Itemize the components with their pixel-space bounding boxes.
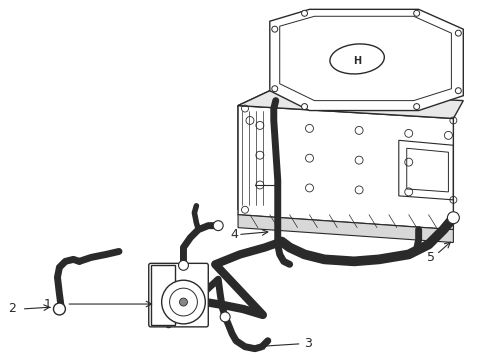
Polygon shape [238, 105, 452, 230]
Circle shape [454, 88, 460, 94]
Text: H: H [352, 56, 361, 66]
Circle shape [301, 104, 307, 109]
Circle shape [454, 30, 460, 36]
Circle shape [53, 303, 65, 315]
Circle shape [178, 260, 188, 270]
Circle shape [447, 212, 458, 224]
FancyBboxPatch shape [150, 265, 174, 325]
Text: 2: 2 [8, 302, 16, 315]
Polygon shape [238, 215, 452, 243]
Circle shape [413, 104, 419, 109]
Circle shape [179, 298, 187, 306]
Text: 4: 4 [230, 228, 238, 241]
Text: 5: 5 [426, 251, 434, 264]
Circle shape [213, 221, 223, 231]
Circle shape [271, 26, 277, 32]
Polygon shape [238, 91, 462, 118]
Text: 3: 3 [304, 337, 312, 350]
Polygon shape [269, 9, 462, 111]
Circle shape [271, 86, 277, 92]
Circle shape [301, 10, 307, 16]
FancyBboxPatch shape [148, 264, 208, 327]
Circle shape [413, 10, 419, 16]
Polygon shape [238, 91, 269, 210]
Circle shape [162, 280, 205, 324]
Text: 1: 1 [43, 297, 51, 311]
Circle shape [220, 312, 230, 322]
